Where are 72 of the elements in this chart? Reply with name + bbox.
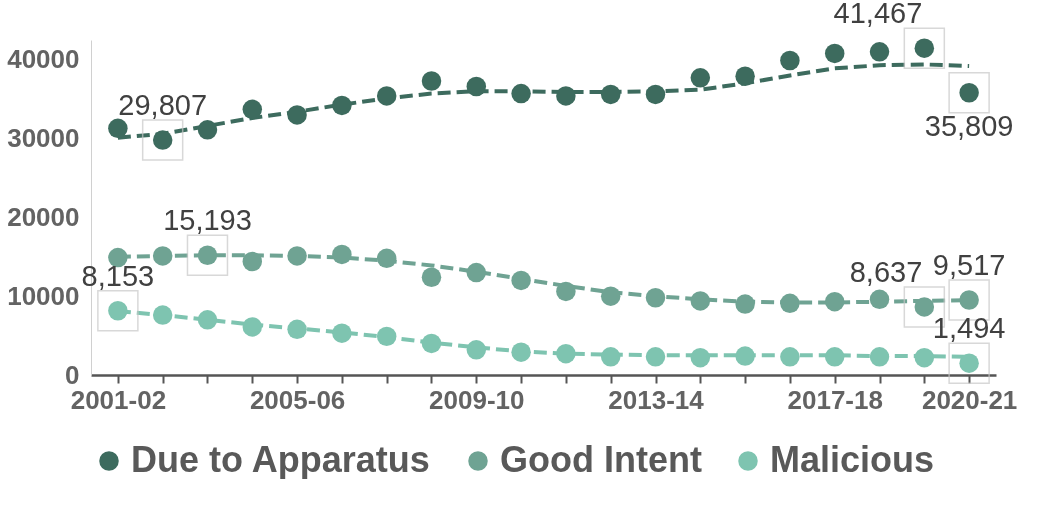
legend-label: Good Intent <box>500 439 702 480</box>
legend-label: Due to Apparatus <box>131 439 430 480</box>
x-tick-label: 2017-18 <box>787 384 883 415</box>
point <box>332 244 352 265</box>
point <box>645 84 666 105</box>
y-tick-label: 10000 <box>7 280 80 311</box>
point <box>376 248 397 269</box>
point <box>511 83 531 104</box>
point <box>511 270 531 291</box>
data-label: 41,467 <box>833 0 923 30</box>
point <box>421 71 442 91</box>
point <box>287 319 307 340</box>
point <box>152 305 173 325</box>
point <box>242 317 263 337</box>
point <box>332 323 352 343</box>
point <box>824 347 845 367</box>
point <box>242 99 263 120</box>
point <box>376 326 397 347</box>
point <box>645 347 666 367</box>
point <box>780 293 800 313</box>
point <box>421 333 442 354</box>
point <box>556 86 576 106</box>
point <box>466 76 487 97</box>
point <box>824 291 845 312</box>
point <box>376 86 397 106</box>
y-tick-label: 40000 <box>7 44 80 75</box>
point <box>780 347 800 367</box>
point <box>645 288 666 308</box>
point <box>869 347 890 367</box>
point <box>600 286 621 306</box>
legend-label: Malicious <box>770 439 935 480</box>
x-tick-label: 2013-14 <box>608 384 705 415</box>
point <box>690 347 711 368</box>
point <box>556 281 576 302</box>
point <box>735 66 755 86</box>
data-label: 8,637 <box>849 255 923 288</box>
point <box>690 291 711 311</box>
x-tick-label: 2020-21 <box>921 384 1018 415</box>
point <box>869 42 890 62</box>
x-tick-label: 2005-06 <box>249 384 346 415</box>
point <box>511 342 531 362</box>
point <box>287 246 307 266</box>
data-label: 29,807 <box>118 89 208 122</box>
data-label: 35,809 <box>924 109 1014 142</box>
point <box>869 289 890 310</box>
point <box>332 95 352 116</box>
point <box>242 251 263 272</box>
point <box>735 346 755 366</box>
y-tick-label: 30000 <box>7 123 80 154</box>
point <box>197 310 218 330</box>
point <box>735 294 755 314</box>
x-tick-label: 2009-10 <box>429 384 525 415</box>
point <box>600 347 621 367</box>
point <box>108 118 128 139</box>
y-tick-label: 20000 <box>7 201 80 232</box>
point <box>600 84 621 105</box>
point <box>690 68 711 88</box>
point <box>287 105 307 125</box>
point <box>466 262 487 283</box>
point <box>421 267 442 287</box>
point <box>556 343 576 364</box>
point <box>108 247 128 268</box>
point <box>914 347 935 368</box>
data-label: 1,494 <box>932 312 1006 345</box>
point <box>197 120 218 140</box>
point <box>152 246 173 266</box>
point <box>466 340 487 360</box>
data-label: 8,153 <box>81 259 155 292</box>
data-label: 15,193 <box>163 204 252 237</box>
data-label: 9,517 <box>932 248 1006 281</box>
point <box>824 43 845 64</box>
point <box>780 50 800 71</box>
